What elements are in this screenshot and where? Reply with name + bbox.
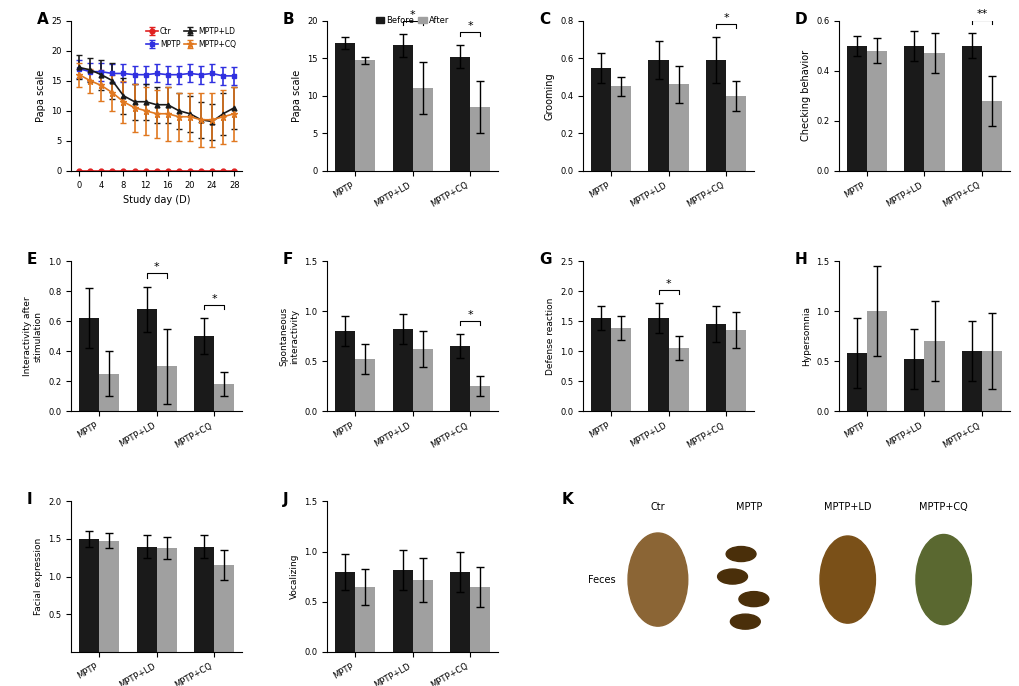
Bar [904, 359, 923, 412]
Bar [667, 84, 688, 171]
Y-axis label: Facial expression: Facial expression [34, 538, 43, 615]
Text: F: F [282, 252, 293, 267]
Bar [961, 46, 981, 171]
Text: *: * [722, 13, 729, 23]
Bar [214, 565, 234, 652]
Bar [961, 351, 981, 412]
Text: Feces: Feces [587, 575, 614, 584]
Bar [99, 374, 119, 412]
Bar [355, 359, 375, 412]
Bar [648, 318, 667, 412]
Text: *: * [467, 310, 473, 320]
Bar [214, 384, 234, 412]
Bar [157, 366, 176, 412]
Bar [470, 386, 490, 412]
Y-axis label: Hypersomnia: Hypersomnia [801, 306, 810, 366]
Bar [79, 539, 99, 652]
Bar [705, 324, 726, 412]
Legend: Before, After: Before, After [372, 13, 452, 28]
Y-axis label: Papa scale: Papa scale [291, 69, 302, 122]
Y-axis label: Grooming: Grooming [544, 72, 554, 119]
Ellipse shape [738, 591, 768, 606]
Text: **: ** [975, 9, 986, 19]
Text: *: * [467, 21, 473, 31]
Bar [194, 547, 214, 652]
Text: *: * [211, 294, 217, 304]
Bar [667, 348, 688, 412]
Text: C: C [538, 12, 549, 27]
Bar [923, 53, 944, 171]
Y-axis label: Spontaneous
interactivity: Spontaneous interactivity [279, 307, 299, 366]
Bar [705, 60, 726, 171]
Bar [392, 329, 413, 412]
Text: MPTP: MPTP [736, 502, 762, 512]
Ellipse shape [726, 547, 755, 562]
Bar [610, 86, 631, 171]
Bar [590, 67, 610, 171]
Bar [846, 46, 866, 171]
Bar [335, 331, 355, 412]
Bar [355, 587, 375, 652]
Y-axis label: Papa scale: Papa scale [36, 69, 46, 122]
Bar [449, 346, 470, 412]
Bar [904, 46, 923, 171]
Y-axis label: Interactivity after
stimulation: Interactivity after stimulation [23, 296, 43, 376]
Y-axis label: Vocalizing: Vocalizing [289, 554, 299, 600]
Bar [470, 587, 490, 652]
Bar [79, 318, 99, 412]
Ellipse shape [819, 536, 874, 623]
Bar [449, 571, 470, 652]
Text: K: K [561, 493, 573, 508]
Bar [590, 318, 610, 412]
Bar [449, 57, 470, 171]
Bar [726, 330, 745, 412]
Bar [137, 547, 157, 652]
Bar [648, 60, 667, 171]
Text: I: I [28, 493, 33, 508]
Text: G: G [538, 252, 551, 267]
X-axis label: Study day (D): Study day (D) [123, 195, 191, 205]
Bar [610, 329, 631, 412]
Text: A: A [38, 12, 49, 27]
Bar [726, 96, 745, 171]
Text: MPTP+CQ: MPTP+CQ [918, 502, 967, 512]
Ellipse shape [628, 533, 687, 626]
Bar [413, 349, 432, 412]
Text: H: H [794, 252, 807, 267]
Bar [392, 45, 413, 171]
Bar [137, 309, 157, 412]
Text: *: * [665, 279, 671, 289]
Y-axis label: Defense reaction: Defense reaction [545, 298, 554, 375]
Bar [413, 580, 432, 652]
Legend: Ctr, MPTP, MPTP+LD, MPTP+CQ: Ctr, MPTP, MPTP+LD, MPTP+CQ [144, 25, 238, 51]
Text: E: E [28, 252, 38, 267]
Ellipse shape [730, 614, 759, 629]
Bar [470, 107, 490, 171]
Text: J: J [282, 493, 288, 508]
Bar [923, 341, 944, 412]
Bar [355, 60, 375, 171]
Ellipse shape [915, 534, 970, 625]
Text: D: D [794, 12, 807, 27]
Bar [413, 88, 432, 171]
Bar [392, 569, 413, 652]
Text: MPTP+LD: MPTP+LD [823, 502, 870, 512]
Bar [981, 351, 1001, 412]
Bar [335, 571, 355, 652]
Bar [866, 311, 887, 412]
Bar [846, 353, 866, 412]
Bar [194, 336, 214, 412]
Text: *: * [410, 10, 415, 20]
Text: *: * [154, 262, 159, 272]
Text: Ctr: Ctr [650, 502, 664, 512]
Ellipse shape [717, 569, 747, 584]
Bar [981, 101, 1001, 171]
Bar [335, 43, 355, 171]
Text: B: B [282, 12, 294, 27]
Bar [99, 541, 119, 652]
Y-axis label: Checking behavior: Checking behavior [800, 50, 810, 141]
Bar [866, 51, 887, 171]
Bar [157, 548, 176, 652]
